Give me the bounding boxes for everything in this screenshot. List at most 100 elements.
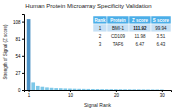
tick-mark (116, 90, 117, 92)
bars (27, 19, 164, 90)
bar (132, 89, 136, 90)
table-cell (129, 32, 151, 40)
bar (142, 89, 146, 90)
table-cell (129, 16, 151, 24)
tick: 10 (68, 90, 74, 98)
table-text: 3 (99, 42, 102, 47)
bar (36, 86, 40, 90)
table-cell (93, 32, 107, 40)
bar (123, 89, 127, 90)
tick: 0 (18, 88, 24, 93)
tick: 20 (114, 90, 120, 98)
bar (86, 89, 90, 90)
tick-label: 20 (114, 93, 120, 98)
tick-mark (70, 90, 71, 92)
bar (91, 89, 95, 90)
axis-line (22, 15, 25, 91)
bar (155, 89, 159, 90)
bar (45, 87, 49, 90)
table-text: Rank (94, 18, 106, 23)
bar (50, 88, 54, 90)
tick-label: 81 (15, 37, 21, 42)
bar (119, 89, 123, 90)
bar (160, 89, 164, 90)
bar (151, 89, 155, 90)
table-text: BMI-1 (112, 26, 124, 31)
table-text: 99.94 (155, 26, 167, 31)
tick-label: 10 (68, 93, 74, 98)
tick-mark (22, 90, 24, 91)
bar (100, 89, 104, 90)
bar (105, 89, 109, 90)
tick-label: 1 (28, 93, 31, 98)
tick-label: 108 (13, 20, 21, 25)
table-text: S score (153, 18, 170, 23)
table-cell (93, 16, 107, 24)
y-label: Strength of Signal (Z score) (3, 24, 8, 80)
table-cell (151, 16, 171, 24)
title: Human Protein Microarray Specificity Val… (25, 3, 151, 9)
bar (82, 89, 86, 90)
tick: 1 (28, 90, 31, 98)
table-text: CD109 (111, 34, 126, 39)
table-text: 3.51 (157, 34, 166, 39)
tick-label: 27 (15, 71, 21, 76)
table-text: 6.47 (136, 42, 145, 47)
table-cell (151, 24, 171, 32)
bar (137, 89, 141, 90)
x-axis: 1 10 20 30 (25, 90, 172, 98)
bar (68, 89, 72, 90)
tick-mark (22, 22, 24, 23)
tick: 27 (15, 71, 24, 76)
tick: 81 (15, 37, 24, 42)
tick-mark (29, 90, 30, 92)
bar (59, 88, 63, 90)
table-text: 6.43 (157, 42, 166, 47)
bar (77, 89, 81, 90)
tick: 54 (15, 54, 24, 59)
tick-label: 0 (18, 88, 21, 93)
bar (73, 89, 77, 90)
y-axis: 0 27 54 81 108 (13, 15, 25, 93)
bar (146, 89, 150, 90)
bar (109, 89, 113, 90)
axis-line (25, 91, 172, 93)
table-text: Z score (132, 18, 149, 23)
bar (27, 19, 31, 90)
table-cell (129, 24, 151, 32)
bar (96, 89, 100, 90)
table-cell (93, 24, 107, 32)
tick: 30 (160, 90, 166, 98)
tick-label: 54 (15, 54, 21, 59)
table-text: Protein (110, 18, 126, 23)
bar (114, 89, 118, 90)
bar (41, 87, 45, 90)
table-cell (151, 40, 171, 48)
tick-mark (22, 39, 24, 40)
bar (31, 82, 35, 90)
table-text: 11.98 (135, 34, 146, 39)
table-cell (151, 32, 171, 40)
table: Rank Protein Z score S score 1 BMI-1 111.92 99.… (93, 16, 171, 48)
table-cell (107, 40, 129, 48)
tick: 108 (13, 20, 24, 25)
table-cell (93, 40, 107, 48)
tick-mark (22, 73, 24, 74)
x-label: Signal Rank (84, 102, 111, 108)
bar (128, 89, 132, 90)
tick-mark (22, 56, 24, 57)
table-text: 111.92 (133, 26, 147, 31)
table-text: 1 (99, 26, 102, 31)
tick-mark (162, 90, 163, 92)
tick-label: 30 (160, 93, 166, 98)
bar (54, 88, 58, 90)
chart: Human Protein Microarray Specificity Val… (0, 0, 177, 110)
table-cell (107, 16, 129, 24)
table-text: 2 (99, 34, 102, 39)
bar (64, 88, 68, 90)
table-cell (107, 24, 129, 32)
plot: 1 10 20 30 0 27 54 81 108 Rank Protein Z score S sco… (13, 15, 172, 98)
table-cell (129, 40, 151, 48)
table-text: TAF6 (113, 42, 124, 47)
table-cell (107, 32, 129, 40)
